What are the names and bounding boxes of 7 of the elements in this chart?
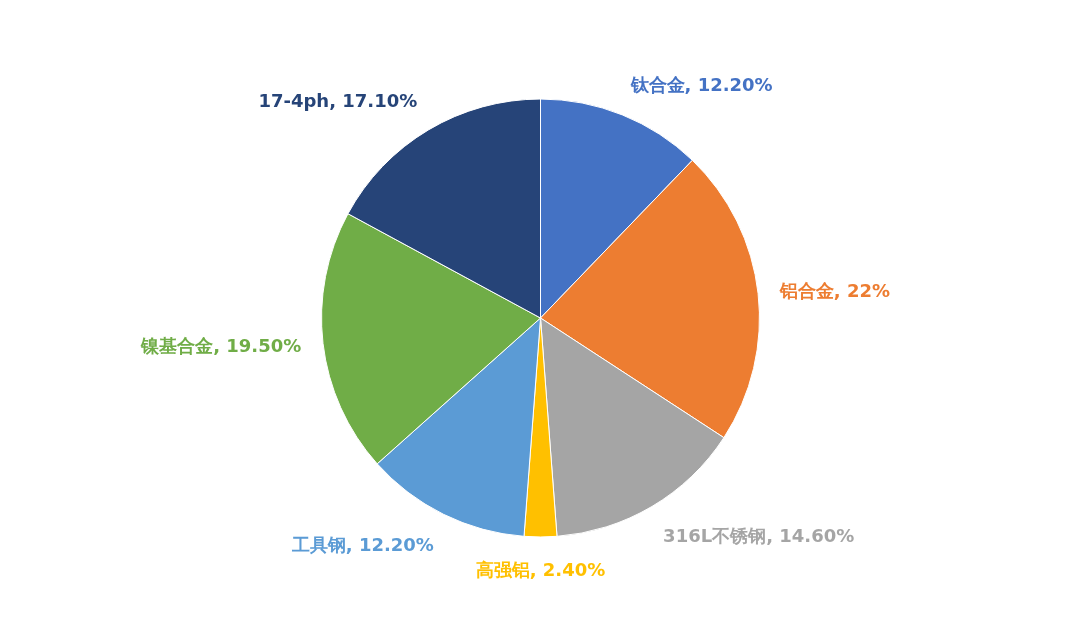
- slice-label: 高强铝, 2.40%: [475, 558, 606, 580]
- slice-label: 铝合金, 22%: [778, 280, 891, 302]
- slice-label: 工具钢, 12.20%: [290, 533, 434, 555]
- slice-label: 镍基合金, 19.50%: [140, 335, 302, 357]
- slice-label: 钛合金, 12.20%: [629, 73, 773, 95]
- slice-label: 316L不锈钢, 14.60%: [663, 525, 855, 547]
- slice-label: 17-4ph, 17.10%: [258, 90, 418, 112]
